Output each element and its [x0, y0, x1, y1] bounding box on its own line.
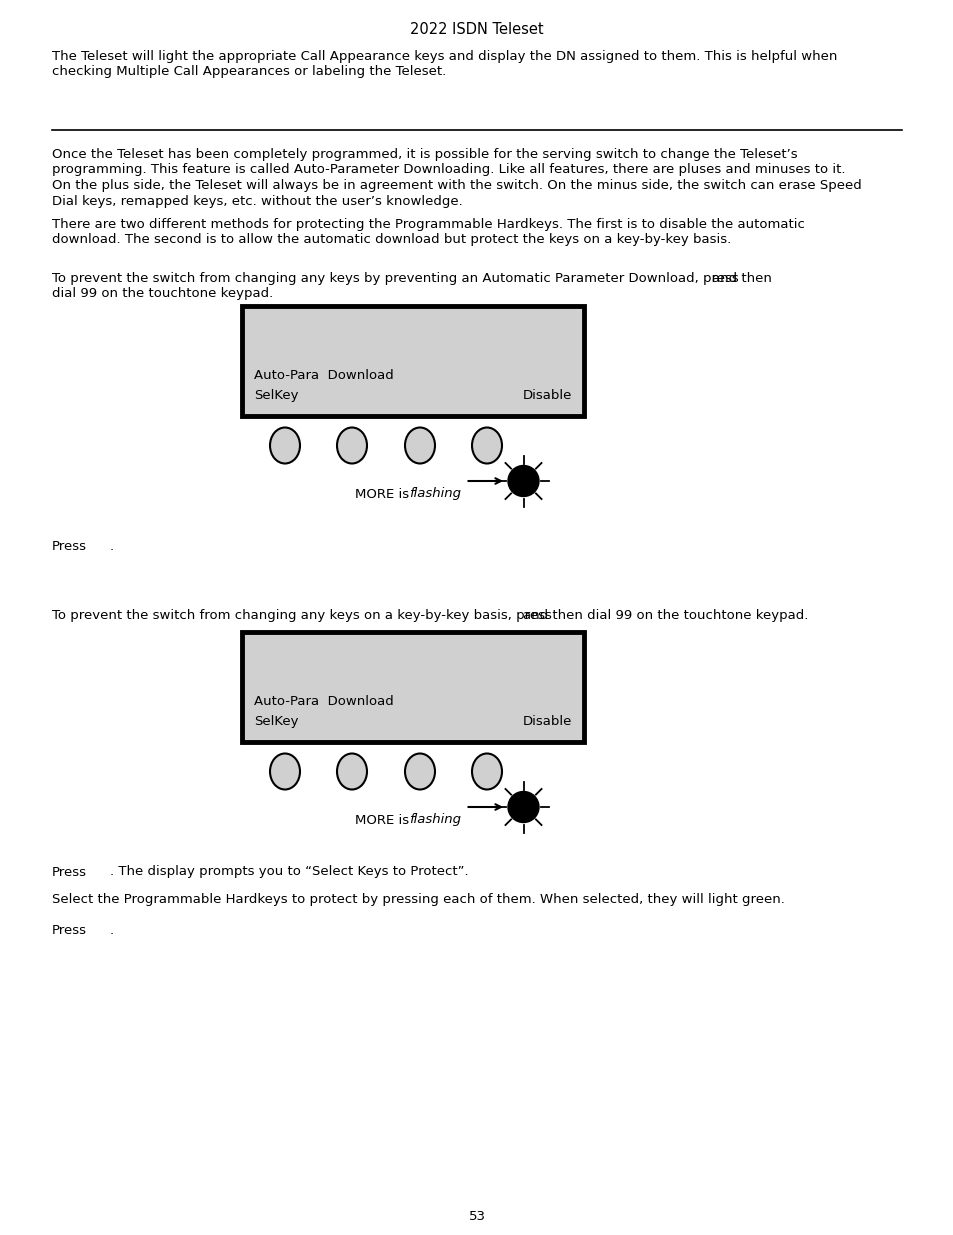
Ellipse shape — [472, 753, 501, 789]
Text: Auto-Para  Download: Auto-Para Download — [253, 695, 394, 709]
Text: To prevent the switch from changing any keys on a key-by-key basis, press: To prevent the switch from changing any … — [52, 610, 551, 622]
Bar — [242, 305, 583, 415]
Text: MORE is: MORE is — [355, 488, 413, 500]
Text: download. The second is to allow the automatic download but protect the keys on : download. The second is to allow the aut… — [52, 233, 731, 246]
Text: 53: 53 — [468, 1210, 485, 1223]
Text: Once the Teleset has been completely programmed, it is possible for the serving : Once the Teleset has been completely pro… — [52, 148, 797, 161]
Text: programming. This feature is called Auto-Parameter Downloading. Like all feature: programming. This feature is called Auto… — [52, 163, 844, 177]
Text: SelKey: SelKey — [253, 715, 298, 729]
Text: 2022 ISDN Teleset: 2022 ISDN Teleset — [410, 22, 543, 37]
Text: Select the Programmable Hardkeys to protect by pressing each of them. When selec: Select the Programmable Hardkeys to prot… — [52, 893, 784, 906]
Circle shape — [507, 466, 538, 496]
Ellipse shape — [472, 427, 501, 463]
Ellipse shape — [336, 427, 367, 463]
Text: and then: and then — [711, 272, 771, 285]
Text: MORE is: MORE is — [355, 814, 413, 826]
Circle shape — [507, 792, 538, 823]
Ellipse shape — [270, 427, 299, 463]
Text: There are two different methods for protecting the Programmable Hardkeys. The fi: There are two different methods for prot… — [52, 217, 804, 231]
Text: Auto-Para  Download: Auto-Para Download — [253, 369, 394, 383]
Text: Press: Press — [52, 924, 87, 936]
Text: Disable: Disable — [522, 715, 572, 729]
Text: and then dial 99 on the touchtone keypad.: and then dial 99 on the touchtone keypad… — [522, 610, 807, 622]
Text: On the plus side, the Teleset will always be in agreement with the switch. On th: On the plus side, the Teleset will alway… — [52, 179, 861, 191]
Text: flashing: flashing — [409, 488, 461, 500]
Text: dial 99 on the touchtone keypad.: dial 99 on the touchtone keypad. — [52, 288, 273, 300]
Text: .: . — [110, 540, 114, 552]
Text: The Teleset will light the appropriate Call Appearance keys and display the DN a: The Teleset will light the appropriate C… — [52, 49, 837, 63]
Text: Press: Press — [52, 540, 87, 552]
Text: . The display prompts you to “Select Keys to Protect”.: . The display prompts you to “Select Key… — [110, 866, 468, 878]
Ellipse shape — [405, 753, 435, 789]
Bar — [242, 631, 583, 741]
Ellipse shape — [336, 753, 367, 789]
Text: .: . — [110, 924, 114, 936]
Text: checking Multiple Call Appearances or labeling the Teleset.: checking Multiple Call Appearances or la… — [52, 65, 446, 79]
Ellipse shape — [405, 427, 435, 463]
Text: To prevent the switch from changing any keys by preventing an Automatic Paramete: To prevent the switch from changing any … — [52, 272, 738, 285]
Text: Press: Press — [52, 866, 87, 878]
Text: Dial keys, remapped keys, etc. without the user’s knowledge.: Dial keys, remapped keys, etc. without t… — [52, 194, 462, 207]
Text: Disable: Disable — [522, 389, 572, 403]
Text: flashing: flashing — [409, 814, 461, 826]
Ellipse shape — [270, 753, 299, 789]
Text: SelKey: SelKey — [253, 389, 298, 403]
